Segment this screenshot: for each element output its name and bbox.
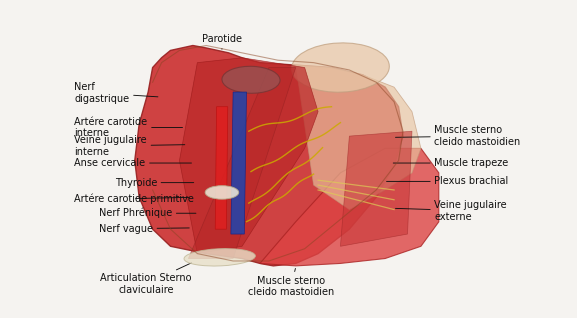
Ellipse shape (222, 66, 280, 93)
Text: Nerf vague: Nerf vague (99, 224, 189, 234)
Text: Plexus brachial: Plexus brachial (387, 176, 508, 186)
Text: Parotide: Parotide (202, 34, 242, 49)
Text: Nerf
digastrique: Nerf digastrique (74, 82, 158, 104)
Text: Veine jugulaire
externe: Veine jugulaire externe (395, 200, 507, 222)
Polygon shape (215, 107, 228, 229)
Text: Artére carotide primitive: Artére carotide primitive (74, 193, 194, 204)
Text: Nerf Phrénique: Nerf Phrénique (99, 208, 196, 218)
Text: Veine jugulaire
interne: Veine jugulaire interne (74, 135, 185, 157)
Text: Anse cervicale: Anse cervicale (74, 158, 192, 168)
Polygon shape (340, 131, 412, 246)
Polygon shape (188, 67, 296, 259)
Text: Articulation Sterno
claviculaire: Articulation Sterno claviculaire (100, 263, 192, 295)
Text: Muscle sterno
cleido mastoidien: Muscle sterno cleido mastoidien (248, 268, 334, 297)
Ellipse shape (205, 186, 239, 199)
Ellipse shape (291, 43, 389, 92)
Text: Muscle trapeze: Muscle trapeze (394, 158, 508, 168)
Text: Thyroide: Thyroide (115, 178, 194, 188)
Polygon shape (179, 58, 318, 254)
Polygon shape (135, 45, 403, 266)
Text: Muscle sterno
cleido mastoidien: Muscle sterno cleido mastoidien (395, 125, 520, 147)
Polygon shape (296, 65, 421, 210)
Text: Artére carotide
interne: Artére carotide interne (74, 117, 182, 138)
Polygon shape (260, 148, 439, 266)
Polygon shape (231, 92, 246, 234)
Ellipse shape (184, 249, 256, 266)
